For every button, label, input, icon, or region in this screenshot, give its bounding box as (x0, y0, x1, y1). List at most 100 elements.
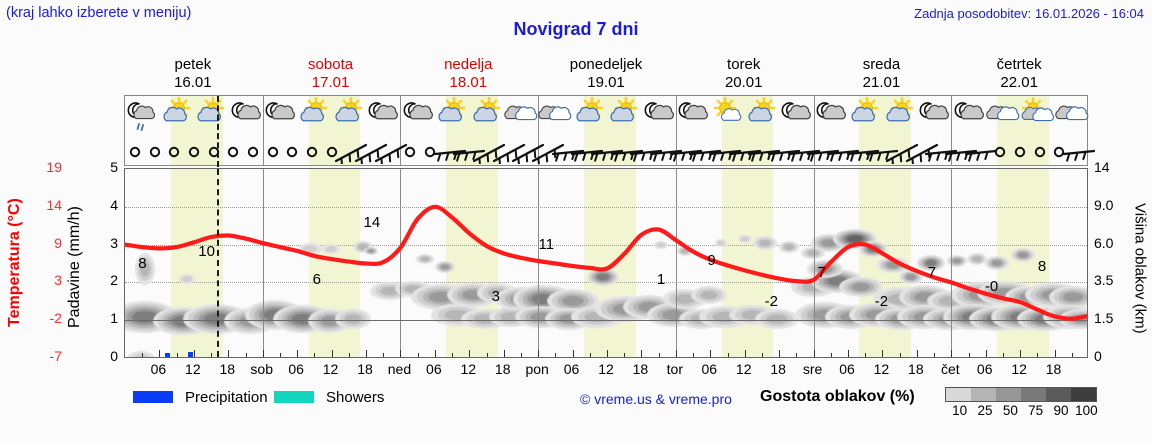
weather-icon-sun-cloud (160, 96, 194, 135)
x-tick-label: 18 (357, 361, 373, 377)
x-tick-label: ned (387, 361, 412, 377)
weather-icon-moon-cloud (952, 97, 986, 135)
wind-barb-barb-w (610, 138, 644, 164)
x-axis-tick-mark (383, 353, 385, 357)
wind-barb-calm (393, 138, 427, 164)
wind-barb-calm (413, 138, 447, 164)
wind-barb-calm (157, 138, 191, 164)
cloud-height-tick-label: 14 (1094, 159, 1110, 175)
day-name: nedelja (444, 56, 493, 73)
day-date: 22.01 (1000, 74, 1038, 91)
weather-icon-moon-cloud (917, 97, 951, 135)
temperature-extreme-label: 10 (198, 242, 215, 260)
precipitation-tick-label: 4 (110, 196, 118, 213)
precipitation-axis-title: Padavine (mm/h) (66, 206, 83, 328)
weather-icon-cloud-overcast (504, 97, 538, 135)
wind-barb-calm (295, 138, 329, 164)
precipitation-tick-label: 1 (110, 310, 118, 327)
day-header-row: petek 16.01 sobota 17.01 nedelja 18.01 ponedel… (124, 56, 1088, 94)
x-tick-label: 12 (1011, 361, 1027, 377)
x-tick-label: čet (940, 361, 960, 377)
x-tick-label: 12 (598, 361, 614, 377)
cloud-height-tick-label: 3.5 (1094, 272, 1114, 289)
wind-barb-barb-sw (511, 138, 545, 167)
x-tick-label: 06 (563, 361, 580, 377)
x-tick-label: 12 (460, 361, 477, 377)
x-axis-tick-mark (538, 350, 540, 357)
x-axis-tick-mark (417, 353, 419, 357)
x-tick-label: sre (802, 361, 823, 377)
x-axis-tick-mark (658, 353, 660, 357)
temperature-extreme-label: 7 (927, 264, 937, 282)
density-tick-label: 75 (1028, 403, 1044, 418)
x-axis-tick-mark (486, 353, 488, 357)
day-separator (951, 96, 953, 165)
wind-barb-barb-w (944, 138, 978, 164)
x-axis-tick-mark (675, 350, 677, 357)
temperature-extreme-label: -2 (764, 293, 778, 311)
x-axis-tick-mark (366, 350, 367, 357)
weather-icon-moon-cloud (401, 97, 435, 135)
wind-barb-row (125, 138, 1096, 167)
temperature-extreme-label: 3 (491, 288, 500, 306)
wind-barb-calm (138, 138, 172, 164)
day-date: 16.01 (174, 74, 212, 91)
x-axis-tick-mark (245, 353, 247, 357)
day-date: 19.01 (587, 74, 625, 91)
wind-barb-barb-w (924, 138, 958, 164)
x-axis-tick-mark (555, 353, 557, 357)
legend-label-precipitation: Precipitation (185, 389, 268, 406)
weather-icon-row (125, 96, 1089, 137)
day-date: 17.01 (311, 74, 350, 91)
day-header-sobota: sobota 17.01 (262, 56, 400, 94)
temperature-tick-label: -2 (49, 310, 62, 327)
last-update-text: Zadnja posodobitev: 16.01.2026 - 16:04 (914, 6, 1144, 21)
density-tick-label: 10 (952, 403, 968, 418)
wind-barb-calm (1042, 138, 1076, 164)
weather-icon-sun-cloud (194, 96, 228, 135)
x-axis-tick-mark (279, 353, 281, 357)
weather-icon-sun-cloud (848, 96, 882, 135)
page-title: Novigrad 7 dni (513, 19, 639, 39)
weather-icon-cloud-overcast (538, 97, 572, 135)
x-axis-tick-mark (1002, 353, 1004, 357)
x-tick-label: 12 (322, 361, 339, 377)
day-separator (951, 169, 953, 357)
x-axis-tick-mark (159, 350, 161, 357)
copyright-link[interactable]: © vreme.us & vreme.pro (580, 391, 732, 407)
day-separator (813, 96, 815, 165)
cloud-density-scale (945, 387, 1097, 402)
x-axis-tick-mark (331, 350, 333, 357)
x-tick-label: 06 (426, 361, 442, 377)
weather-icon-sun-cloud (332, 96, 366, 135)
location-hint-text: (kraj lahko izberete v meniju) (6, 5, 192, 21)
temperature-extreme-label: -0 (984, 278, 999, 296)
day-date: 18.01 (449, 74, 488, 91)
wind-barb-calm (275, 138, 309, 164)
temperature-tick-label: 9 (54, 234, 62, 251)
wind-barb-barb-sw (905, 138, 939, 167)
wind-barb-calm (315, 138, 349, 164)
zero-reference-line (125, 320, 1087, 322)
weather-icon-sun-cloud (573, 96, 607, 135)
cloud-height-axis-title: Višina oblakov (km) (1131, 202, 1149, 334)
x-axis-tick-mark (1071, 353, 1073, 357)
day-name: sobota (308, 56, 354, 73)
day-separator (262, 96, 264, 165)
density-tick-label: 90 (1053, 403, 1069, 418)
x-axis-tick-mark (951, 350, 953, 357)
weather-icon-sun-cloud (435, 96, 469, 135)
day-separator (675, 96, 677, 165)
weather-icon-sun-cloud (470, 96, 504, 135)
x-axis-tick-labels: 06 12 18 sob 06 12 18 ned 06 12 18 pon 06 12 18 tor 06 12… (124, 361, 1088, 379)
x-axis-tick-mark (693, 353, 695, 357)
day-date: 21.01 (862, 74, 901, 91)
density-tick-label: 50 (1002, 403, 1018, 418)
weather-icon-sun-cloud-overcast (1020, 97, 1055, 135)
x-axis-tick-mark (297, 350, 299, 357)
x-axis-tick-mark (916, 350, 918, 357)
wind-barb-barb-w (1062, 138, 1096, 164)
wind-barb-calm (1003, 138, 1037, 164)
wind-barb-barb-w (865, 138, 899, 164)
day-name: sreda (862, 56, 901, 73)
